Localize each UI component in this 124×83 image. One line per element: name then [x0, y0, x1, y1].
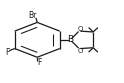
Text: O: O — [77, 26, 83, 32]
Text: O: O — [77, 48, 83, 54]
Text: B: B — [67, 35, 73, 44]
Text: F: F — [37, 58, 42, 67]
Text: F: F — [5, 48, 9, 57]
Text: Br: Br — [29, 11, 37, 20]
